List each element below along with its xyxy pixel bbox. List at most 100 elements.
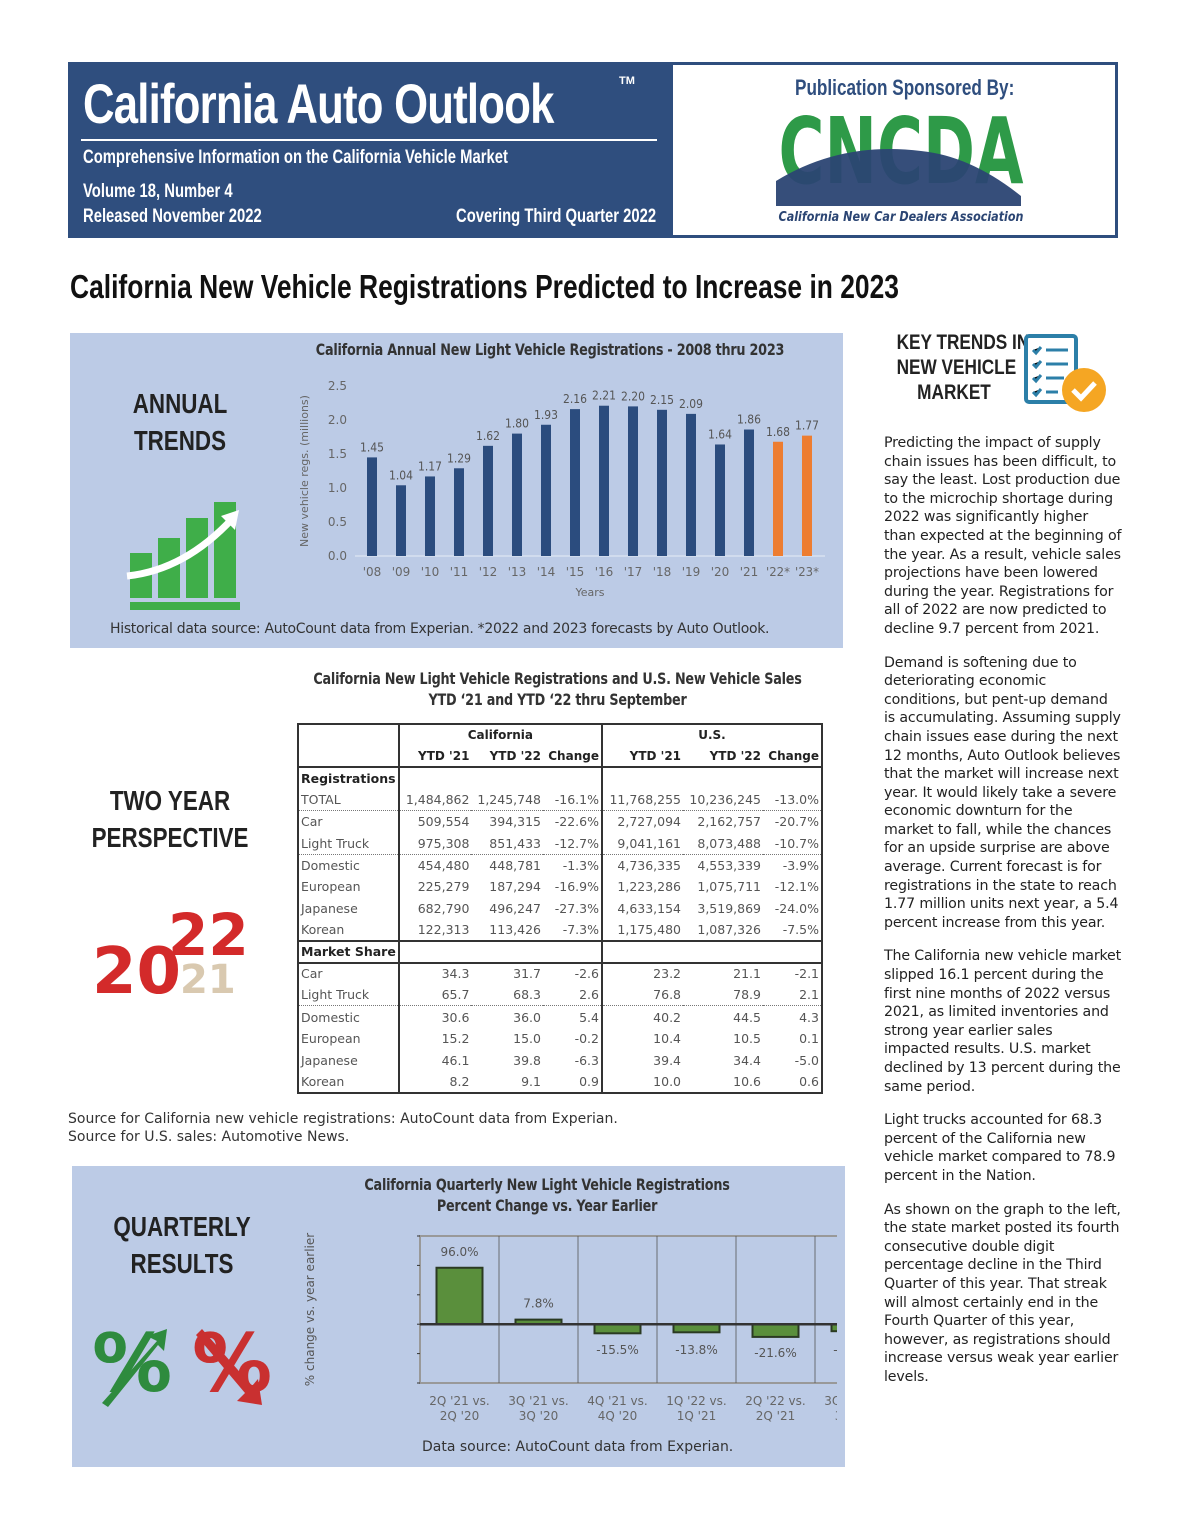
table-cell: 10.5 <box>733 1030 761 1046</box>
table-cell: 10.4 <box>653 1030 682 1046</box>
svg-text:22: 22 <box>168 901 249 969</box>
table-cell: 36.0 <box>513 1009 541 1025</box>
year-2022-graphic: 20 22 21 <box>92 901 249 1005</box>
table-cell: 1,484,862 <box>398 789 472 812</box>
bar <box>773 441 783 556</box>
table-row: Japanese 682,790 496,247 -27.3% 4,633,154 3,5… <box>298 897 822 920</box>
x-tick-label: '10 <box>421 565 440 579</box>
table-cell: 187,294 <box>489 879 541 895</box>
table-cell: 9,041,161 <box>601 832 684 855</box>
data-label: -13.8% <box>675 1343 717 1357</box>
table-cell: 122,313 <box>398 919 472 942</box>
data-label: 1.17 <box>418 459 442 473</box>
bar <box>715 444 725 556</box>
registrations-table: California U.S. YTD '21 YTD '22 Change YTD '2… <box>297 723 823 1094</box>
table-cell: 78.9 <box>683 984 763 1007</box>
table-cell: 11,768,255 <box>601 789 684 812</box>
bar <box>657 409 667 556</box>
table-cell: -16.1% <box>543 789 603 812</box>
quarterly-change-chart: % change vs. year earlier 96.0% 2Q '21 vs.… <box>303 1233 837 1423</box>
table-cell: 68.3 <box>471 984 543 1007</box>
section-label: Market Share <box>298 940 400 964</box>
column-header: YTD '21 <box>601 745 684 769</box>
x-tick-label: 3Q '21 vs. <box>508 1394 568 1408</box>
x-tick-label: '17 <box>624 565 643 579</box>
x-tick-label: 2Q '22 vs. <box>745 1394 805 1408</box>
bar <box>367 457 377 556</box>
table-row: Car 509,554 394,315 -22.6% 2,727,094 2,162,75… <box>298 810 822 833</box>
table-cell: 10,236,245 <box>683 789 763 812</box>
data-label: 1.80 <box>505 417 529 431</box>
bar <box>599 405 609 556</box>
data-label: 1.68 <box>766 425 790 439</box>
table-cell: -2.6 <box>543 962 603 985</box>
table-cell: 34.3 <box>441 966 470 982</box>
table-cell: -10.7% <box>763 832 822 855</box>
svg-text:California New Car Dealers Ass: California New Car Dealers Association <box>779 210 1024 225</box>
y-axis-label: % change vs. year earlier <box>303 1233 317 1386</box>
bar <box>483 445 493 556</box>
bar <box>396 485 406 556</box>
masthead-title-block: California Auto Outlook TM Comprehensive… <box>71 65 673 235</box>
table-cell: 40.2 <box>653 1009 682 1025</box>
x-tick-label: '23* <box>795 565 819 579</box>
header-blank <box>298 745 400 769</box>
table-cell: 2,162,757 <box>697 814 761 830</box>
table-cell: -24.0% <box>774 900 819 916</box>
coverage-period: Covering Third Quarter 2022 <box>456 206 657 227</box>
x-axis-label: Years <box>574 586 604 599</box>
table-cell: -12.7% <box>543 832 603 855</box>
paragraph: The California new vehicle market slippe… <box>884 948 1122 1095</box>
table-cell: 509,554 <box>417 814 470 830</box>
x-tick-label: '20 <box>711 565 730 579</box>
data-label: -11.9% <box>833 1343 837 1357</box>
table-cell: 454,480 <box>417 857 470 873</box>
table-cell: -2.1 <box>794 966 819 982</box>
section-label-line: RESULTS <box>130 1248 234 1279</box>
bar <box>425 476 435 556</box>
x-tick-label: 1Q '22 vs. <box>666 1394 726 1408</box>
table-cell: 1,245,748 <box>471 789 543 812</box>
x-tick-label: '08 <box>363 565 382 579</box>
table-cell: 2.6 <box>543 984 603 1007</box>
table-cell: 8,073,488 <box>683 832 763 855</box>
section-label-line: TRENDS <box>133 425 227 456</box>
bar <box>686 413 696 556</box>
annual-registrations-chart: 0.0 0.5 1.0 1.5 2.0 2.5 New vehicle regs. (mil… <box>298 379 825 599</box>
x-tick-label: 4Q '20 <box>598 1409 637 1423</box>
table-cell: 39.8 <box>513 1052 541 1068</box>
table-cell: 10.6 <box>733 1073 761 1089</box>
data-label: 1.62 <box>476 429 500 443</box>
table-cell: 1,175,480 <box>601 919 684 942</box>
empty-cell <box>398 940 472 964</box>
x-tick-label: '12 <box>479 565 498 579</box>
empty-cell <box>683 767 763 789</box>
row-label: Light Truck <box>298 832 400 855</box>
table-cell: -6.3 <box>543 1049 603 1071</box>
x-tick-label: '18 <box>653 565 672 579</box>
row-label: Car <box>298 962 400 985</box>
x-tick-label: 3Q '21 <box>835 1409 837 1423</box>
row-label: Japanese <box>298 1049 400 1071</box>
paragraph: Predicting the impact of supply chain is… <box>884 435 1122 637</box>
table-row: Korean 8.2 9.1 0.9 10.0 10.6 0.6 <box>298 1071 822 1093</box>
row-label: Korean <box>298 1071 400 1093</box>
table-cell: -20.7% <box>774 814 819 830</box>
empty-cell <box>763 767 822 789</box>
table-cell: 23.2 <box>653 966 682 982</box>
table-cell: 15.2 <box>441 1030 470 1046</box>
table-cell: -13.0% <box>763 789 822 812</box>
table-cell: -12.1% <box>774 879 819 895</box>
row-label: Domestic <box>298 1005 400 1028</box>
section-label-line: PERSPECTIVE <box>91 822 249 853</box>
data-label: 1.77 <box>795 419 819 433</box>
table-section-header: Registrations <box>298 767 822 790</box>
data-label: 2.09 <box>679 397 703 411</box>
table-cell: 394,315 <box>489 814 541 830</box>
y-axis-label: New vehicle regs. (millions) <box>298 395 311 547</box>
x-tick-label: 3Q '22 vs. <box>824 1394 837 1408</box>
svg-text:21: 21 <box>180 957 236 1003</box>
x-tick-label: '09 <box>392 565 411 579</box>
table-cell: 0.1 <box>799 1030 819 1046</box>
data-label: 2.20 <box>621 389 645 403</box>
